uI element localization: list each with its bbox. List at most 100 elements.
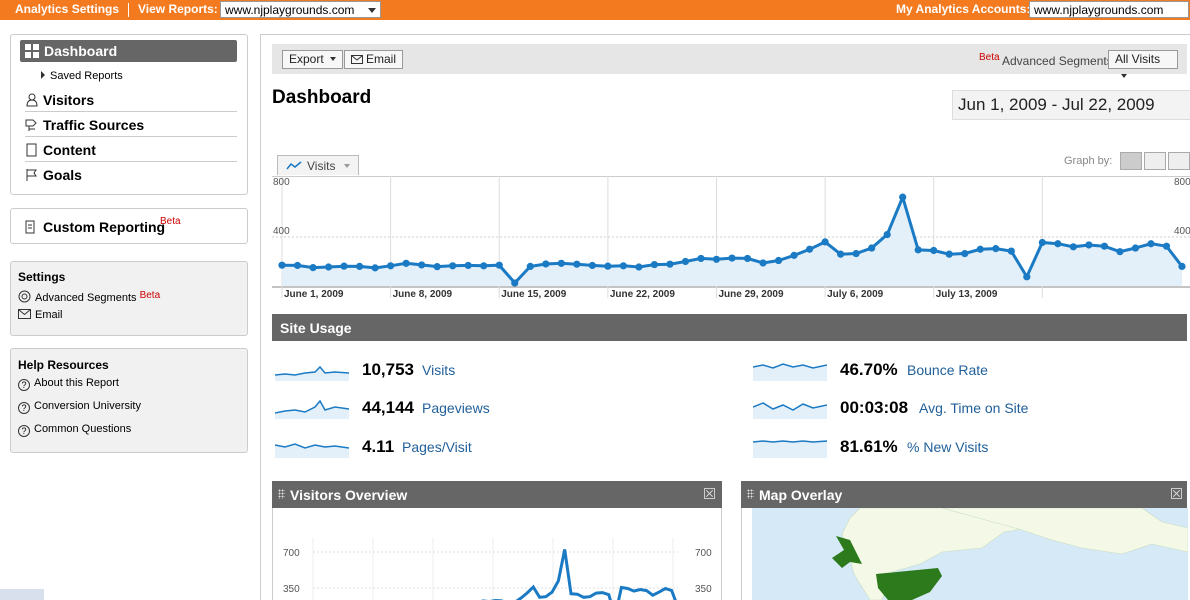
visitors-overview-chart: 700 700 350 350 bbox=[283, 538, 712, 600]
dashboard-icon bbox=[25, 44, 39, 58]
visits-data-point bbox=[1100, 242, 1109, 250]
saved-reports-label: Saved Reports bbox=[50, 70, 123, 82]
top-bar: Analytics Settings View Reports: www.njp… bbox=[0, 0, 1190, 20]
bounce-rate-sparkline bbox=[753, 363, 827, 381]
visits-data-point bbox=[883, 230, 891, 239]
site-usage-header: Site Usage bbox=[272, 314, 1187, 341]
nav-item-content[interactable]: Content bbox=[25, 138, 237, 162]
help-about-label: About this Report bbox=[34, 377, 119, 389]
bounce-rate-label[interactable]: Bounce Rate bbox=[907, 362, 988, 378]
visits-data-point bbox=[1162, 242, 1171, 250]
nav-item-visitors[interactable]: Visitors bbox=[25, 88, 237, 112]
report-icon bbox=[25, 220, 35, 234]
time-on-site-value: 00:03:08 bbox=[840, 398, 909, 417]
time-on-site-label[interactable]: Avg. Time on Site bbox=[919, 400, 1029, 416]
nav-item-goals[interactable]: Goals bbox=[25, 163, 237, 187]
visits-data-point bbox=[852, 249, 860, 258]
date-range-picker[interactable]: Jun 1, 2009 - Jul 22, 2009 bbox=[952, 90, 1190, 120]
visits-data-point bbox=[759, 259, 767, 267]
question-icon: ? bbox=[18, 425, 30, 437]
analytics-settings-link[interactable]: Analytics Settings bbox=[15, 2, 120, 16]
visits-data-point bbox=[1023, 273, 1031, 281]
visits-data-point bbox=[1069, 243, 1077, 251]
help-questions-label: Common Questions bbox=[34, 423, 132, 435]
traffic-icon bbox=[25, 119, 37, 131]
visits-data-point bbox=[1116, 248, 1124, 256]
pageviews-value: 44,144 bbox=[362, 398, 414, 417]
pages-per-visit-label[interactable]: Pages/Visit bbox=[402, 439, 472, 455]
nav-item-saved-reports[interactable]: Saved Reports bbox=[41, 70, 123, 82]
settings-panel: Settings Advanced Segments Beta Email bbox=[10, 261, 248, 336]
visits-data-point bbox=[309, 264, 317, 272]
visits-data-point bbox=[712, 255, 721, 263]
help-title: Help Resources bbox=[18, 358, 109, 372]
advanced-segments-link[interactable]: Advanced Segments Beta bbox=[18, 290, 160, 304]
graph-by-day-button[interactable] bbox=[1120, 152, 1142, 170]
graph-by-month-button[interactable] bbox=[1168, 152, 1190, 170]
triangle-right-icon bbox=[41, 71, 45, 79]
export-label: Export bbox=[289, 52, 324, 66]
nav-item-traffic-sources[interactable]: Traffic Sources bbox=[25, 113, 237, 137]
close-icon[interactable] bbox=[1171, 488, 1182, 499]
page-icon bbox=[26, 143, 37, 157]
pageviews-sparkline bbox=[275, 399, 349, 419]
vo-y-tick-label-right: 700 bbox=[695, 548, 712, 559]
world-map[interactable] bbox=[742, 507, 1189, 600]
main-frame bbox=[260, 34, 1190, 600]
email-button[interactable]: Email bbox=[344, 50, 404, 69]
drag-handle-icon[interactable] bbox=[747, 489, 754, 499]
help-questions-link[interactable]: ? Common Questions bbox=[18, 423, 131, 437]
visits-data-point bbox=[635, 263, 643, 271]
nav-item-dashboard[interactable]: Dashboard bbox=[20, 40, 237, 62]
visits-data-point bbox=[278, 261, 286, 269]
person-icon bbox=[26, 93, 38, 107]
time-on-site-sparkline bbox=[753, 402, 827, 419]
export-button[interactable]: Export bbox=[282, 50, 343, 69]
question-icon: ? bbox=[18, 402, 30, 414]
close-icon[interactable] bbox=[704, 488, 715, 499]
visits-data-point bbox=[868, 244, 876, 252]
visits-data-point bbox=[681, 257, 690, 266]
visits-data-point bbox=[1007, 247, 1015, 255]
x-tick-label: July 13, 2009 bbox=[936, 289, 998, 300]
envelope-icon bbox=[351, 55, 363, 64]
custom-reporting-panel[interactable]: Custom Reporting Beta bbox=[10, 208, 248, 244]
report-toolbar: Export Email Beta Advanced Segments: All… bbox=[272, 44, 1187, 78]
help-about-link[interactable]: ? About this Report bbox=[18, 377, 119, 391]
settings-title: Settings bbox=[18, 270, 66, 284]
x-tick-label: June 8, 2009 bbox=[393, 289, 453, 300]
chevron-down-icon bbox=[329, 57, 336, 61]
settings-email-link[interactable]: Email bbox=[18, 309, 63, 321]
settings-email-label: Email bbox=[35, 309, 63, 321]
map-overlay-header: Map Overlay bbox=[741, 481, 1187, 508]
segments-select[interactable]: All Visits bbox=[1108, 50, 1178, 78]
advanced-segments-beta: Beta bbox=[139, 290, 161, 301]
visits-data-point bbox=[604, 262, 612, 270]
my-accounts-select[interactable]: www.njplaygrounds.com bbox=[1029, 1, 1189, 18]
visits-data-point bbox=[1178, 262, 1186, 270]
pages-per-visit-sparkline bbox=[275, 443, 349, 458]
advanced-segments-label: Advanced Segments bbox=[35, 292, 137, 304]
x-tick-label: July 6, 2009 bbox=[827, 289, 884, 300]
site-usage-title: Site Usage bbox=[280, 320, 352, 336]
visits-data-point bbox=[557, 259, 565, 267]
visits-data-point bbox=[449, 262, 457, 270]
view-reports-select[interactable]: www.njplaygrounds.com bbox=[220, 1, 381, 18]
metric-select-tab[interactable]: Visits bbox=[277, 155, 359, 175]
help-conversion-link[interactable]: ? Conversion University bbox=[18, 400, 141, 414]
visits-data-point bbox=[588, 261, 596, 270]
graph-by-label: Graph by: bbox=[1064, 155, 1113, 167]
visits-data-point bbox=[340, 262, 348, 270]
visits-data-point bbox=[728, 254, 736, 262]
graph-by-week-button[interactable] bbox=[1144, 152, 1166, 170]
nav-traffic-label: Traffic Sources bbox=[43, 117, 145, 133]
drag-handle-icon[interactable] bbox=[278, 489, 285, 499]
visits-data-point bbox=[930, 246, 938, 255]
top-bar-divider bbox=[128, 3, 129, 17]
visits-data-point bbox=[355, 262, 364, 270]
visits-label[interactable]: Visits bbox=[422, 362, 456, 378]
pageviews-label[interactable]: Pageviews bbox=[422, 400, 490, 416]
new-visits-label[interactable]: % New Visits bbox=[907, 439, 989, 455]
visits-data-point bbox=[899, 193, 907, 201]
